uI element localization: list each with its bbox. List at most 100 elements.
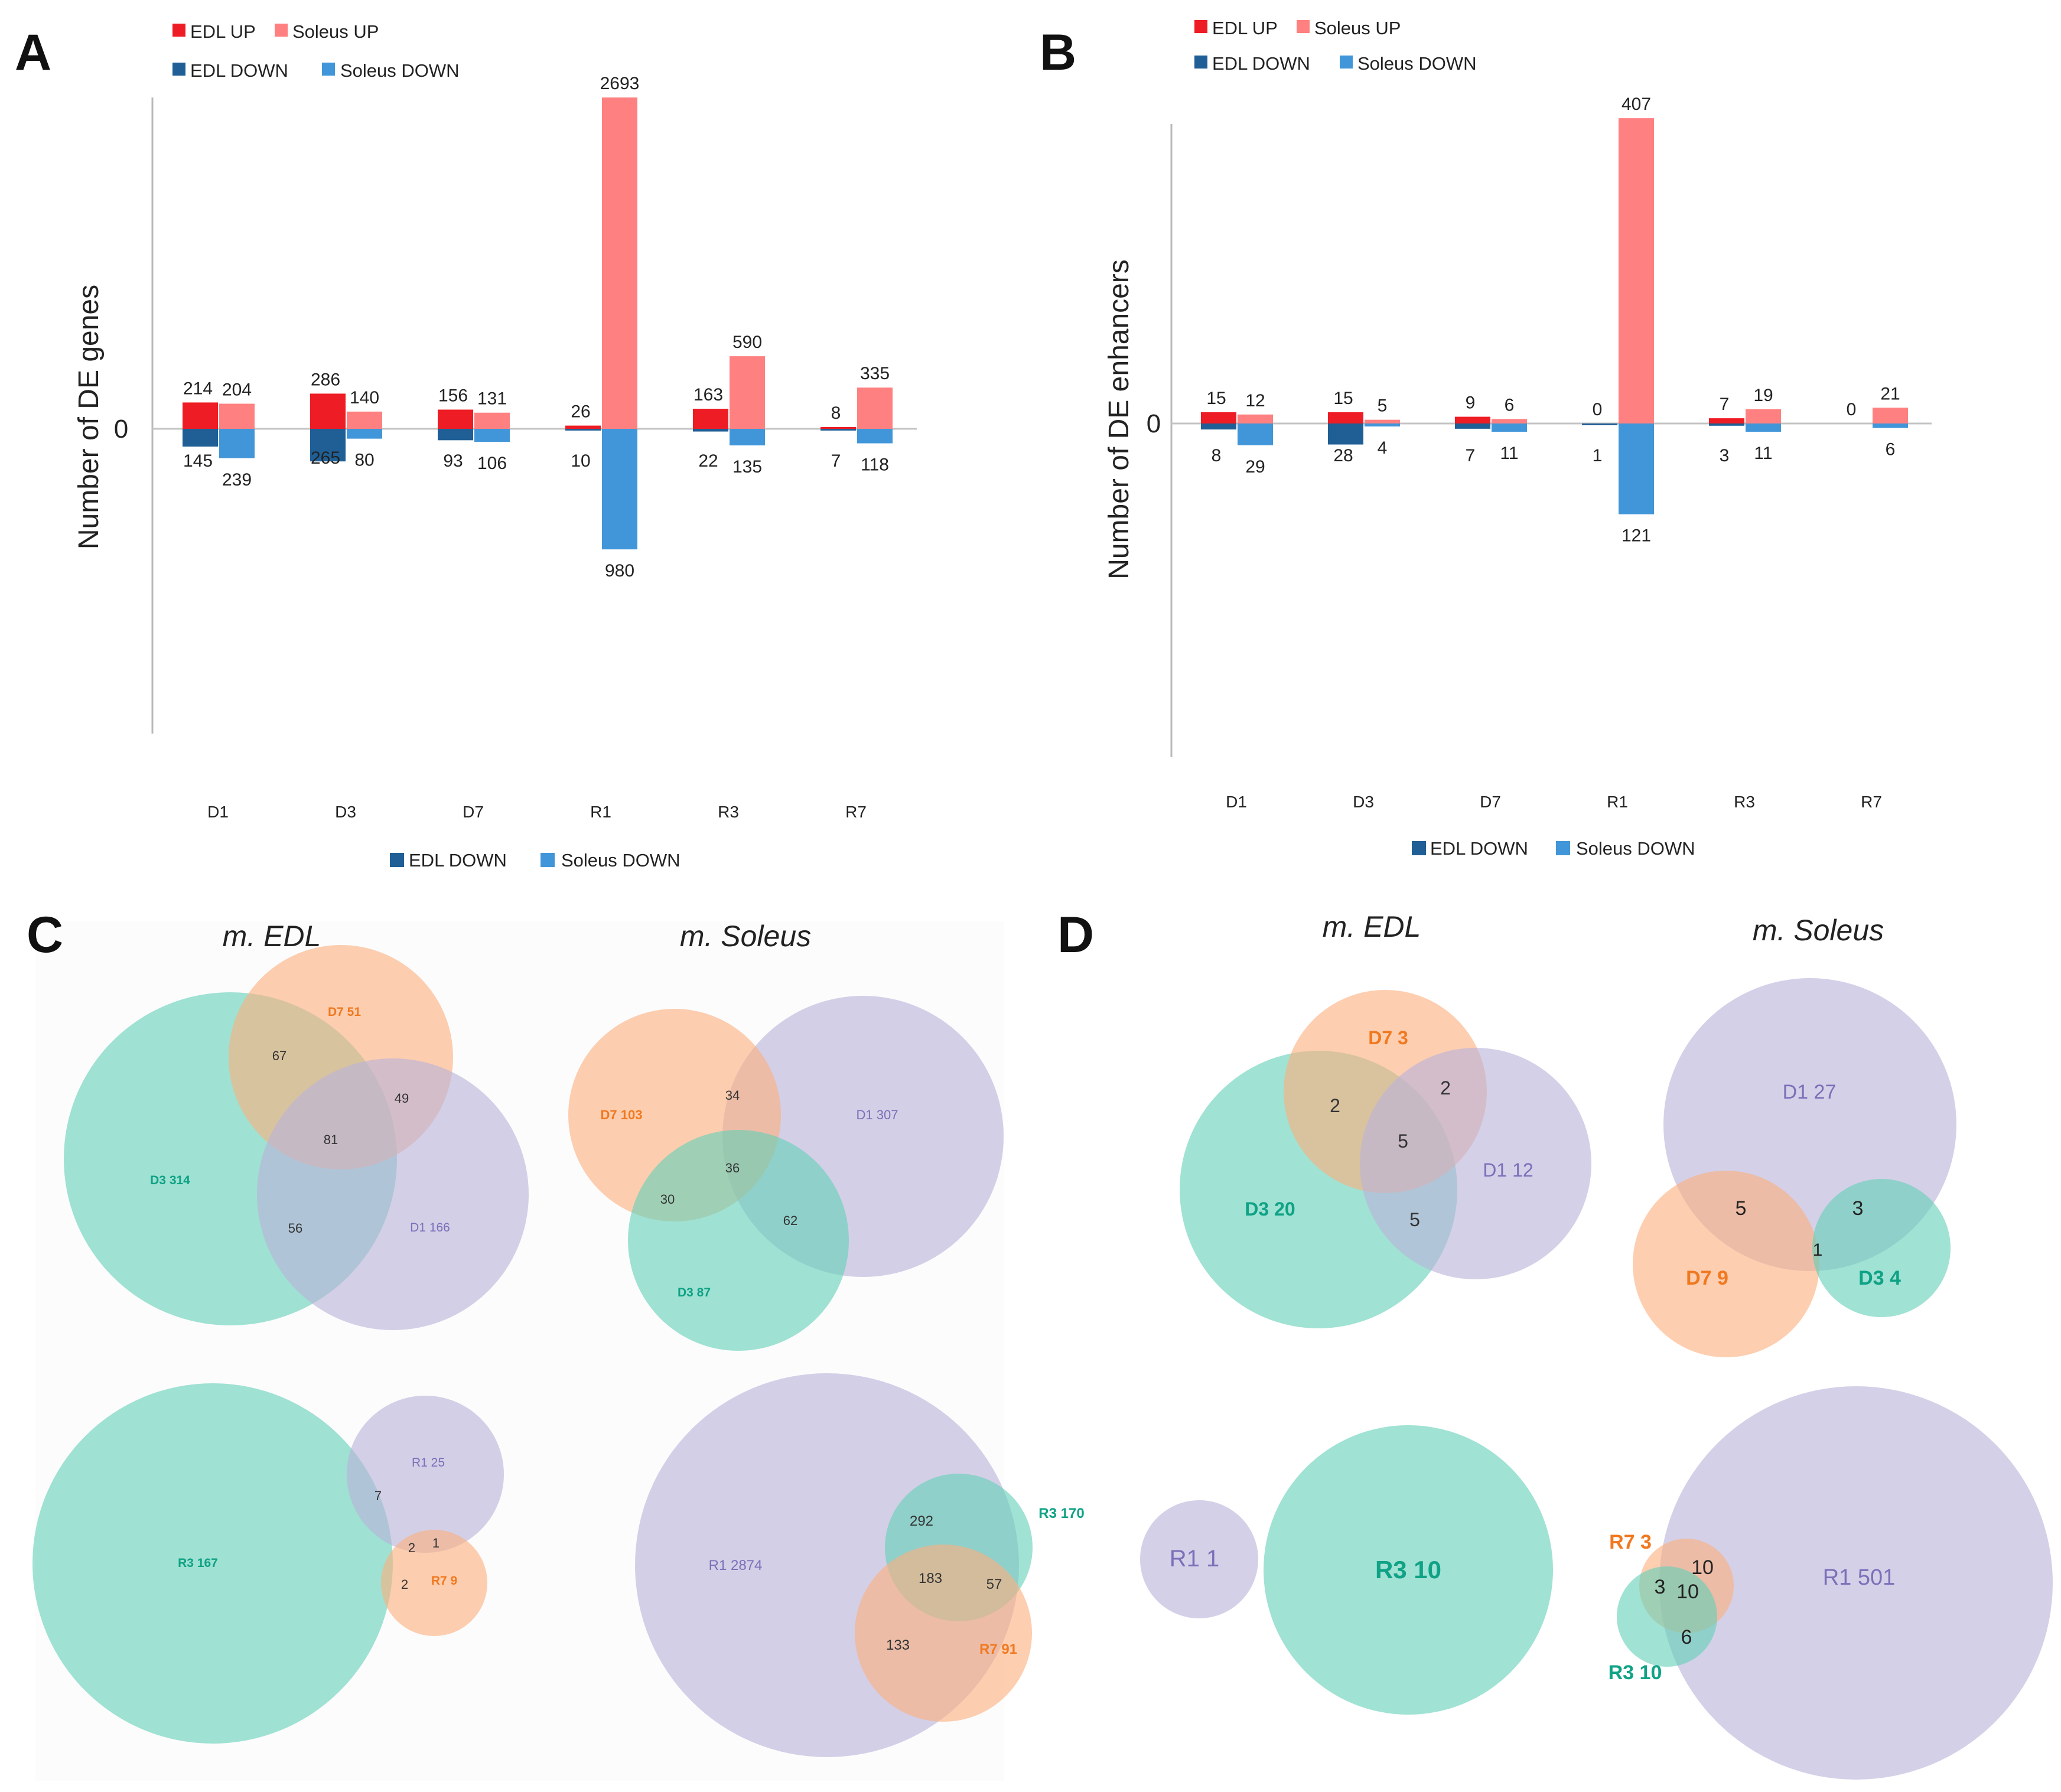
panel-a: A EDL UP Soleus UP EDL DOWN Soleus DOWN …: [15, 21, 917, 871]
legend-label-edl-up-b: EDL UP: [1212, 18, 1278, 38]
data-label-soleus-up-r3: 19: [1753, 386, 1773, 405]
venn-circle-r7: [381, 1530, 487, 1636]
venn-label-d1: D1 307: [857, 1107, 898, 1122]
venn-circle-d3: [1812, 1179, 1951, 1317]
legend-swatch-soleus-up-b: [1297, 20, 1310, 33]
venn-count: 10: [1691, 1556, 1714, 1579]
legend-bottom-label-soleus-down-b: Soleus DOWN: [1576, 838, 1695, 859]
data-label-soleus-down-r3: 135: [732, 457, 762, 477]
bar-soleus-up-d3: [1365, 419, 1400, 423]
legend-bottom-swatch-soleus-down-b: [1556, 841, 1570, 855]
venn-c-soleus-top: D7 103 D1 307 D3 87 34 36 30 62: [568, 996, 1004, 1351]
category-label-r1: R1: [590, 803, 611, 821]
data-label-soleus-down-r7: 118: [861, 455, 889, 475]
venn-label-d3: D3 87: [678, 1286, 711, 1299]
category-label-r7: R7: [1861, 793, 1882, 811]
bar-edl-down-r1: [565, 429, 601, 431]
data-label-soleus-up-r1: 2693: [600, 74, 640, 93]
data-label-edl-down-d1: 8: [1212, 446, 1222, 465]
venn-label-d7: D7 9: [1686, 1267, 1728, 1289]
category-label-d7: D7: [463, 803, 484, 821]
data-label-soleus-up-r7: 335: [860, 364, 890, 383]
legend-label-edl-down-b: EDL DOWN: [1212, 53, 1310, 74]
panel-letter-d: D: [1057, 907, 1094, 963]
data-label-soleus-down-d7: 11: [1500, 444, 1518, 463]
data-label-soleus-down-d3: 4: [1378, 438, 1388, 458]
data-label-soleus-up-d3: 140: [350, 388, 379, 408]
legend-swatch-soleus-down-b: [1340, 56, 1353, 69]
legend-bottom-b: EDL DOWN Soleus DOWN: [1412, 838, 1695, 859]
venn-title-c-soleus: m. Soleus: [680, 920, 811, 953]
bar-edl-down-r3: [693, 429, 728, 432]
venn-label-r1: R1 501: [1823, 1565, 1896, 1590]
data-label-edl-up-d1: 15: [1206, 389, 1226, 408]
venn-label-d7: D7 103: [601, 1107, 643, 1122]
bar-edl-down-r7: [821, 429, 856, 431]
data-label-soleus-up-d1: 12: [1245, 391, 1265, 410]
legend-bottom-label-edl-down: EDL DOWN: [409, 850, 507, 871]
legend-bottom-label-soleus-down: Soleus DOWN: [561, 850, 681, 871]
data-label-soleus-down-d3: 80: [354, 451, 374, 470]
bar-soleus-down-d7: [1492, 423, 1527, 432]
venn-count: 6: [1681, 1626, 1692, 1648]
venn-label-r7: R7 3: [1609, 1531, 1652, 1553]
bar-soleus-up-r7: [1873, 408, 1908, 423]
category-label-d1: D1: [207, 803, 229, 821]
data-label-soleus-down-r7: 6: [1886, 440, 1896, 460]
data-label-soleus-up-r1: 407: [1622, 95, 1651, 114]
data-label-soleus-up-d7: 131: [477, 389, 507, 409]
data-label-soleus-up-r3: 590: [732, 333, 762, 352]
legend-label-soleus-up: Soleus UP: [292, 21, 379, 42]
bar-soleus-down-r7: [857, 429, 893, 444]
legend-label-soleus-down: Soleus DOWN: [340, 60, 460, 81]
venn-label-r1: R1 2874: [709, 1558, 763, 1573]
zero-label-b: 0: [1147, 409, 1161, 438]
data-label-soleus-down-r1: 980: [605, 561, 634, 581]
venn-title-d-soleus: m. Soleus: [1753, 914, 1884, 947]
bars-a: 214 204 145 239 286 140 265 80 156 131 93 106 26 2693…: [183, 74, 893, 581]
panel-letter-c: C: [27, 907, 63, 963]
bar-edl-down-d3: [1328, 423, 1363, 445]
venn-circle-r1: [347, 1396, 504, 1553]
legend-swatch-soleus-up: [275, 24, 288, 37]
bar-soleus-up-r1: [602, 97, 637, 429]
venn-label-r3: R3 10: [1375, 1556, 1441, 1584]
bar-soleus-down-d3: [1365, 423, 1400, 427]
venn-circle-d7: [1633, 1171, 1819, 1357]
venn-label-r7: R7 9: [431, 1574, 457, 1588]
category-label-d3: D3: [335, 803, 356, 821]
bar-soleus-down-r3: [1746, 423, 1781, 432]
bar-soleus-down-r3: [730, 429, 765, 446]
category-labels-a: D1 D3 D7 R1 R3 R7: [207, 803, 867, 821]
venn-label-d1: D1 12: [1483, 1159, 1533, 1181]
bar-edl-up-d3: [310, 393, 346, 429]
venn-count: 1: [1813, 1240, 1823, 1260]
venn-count: 5: [1409, 1209, 1420, 1230]
venn-label-r1: R1 1: [1170, 1546, 1220, 1572]
bars-b: 15 12 8 29 15 5 28 4 9 6 7 11 0 407 1 121 7 19 3 11 0 21 6: [1201, 95, 1908, 546]
venn-count: 3: [1655, 1576, 1666, 1598]
venn-d-edl-bottom: R1 1 R3 10: [1140, 1425, 1553, 1715]
venn-count: 133: [886, 1637, 910, 1653]
data-label-edl-up-r7: 0: [1847, 400, 1857, 419]
bar-edl-down-d3: [310, 429, 346, 462]
venn-count: 62: [783, 1213, 797, 1228]
category-label-r1: R1: [1607, 793, 1628, 811]
data-label-edl-down-d3: 28: [1333, 446, 1353, 465]
legend-bottom-swatch-edl-down: [390, 853, 404, 867]
legend-bottom-label-edl-down-b: EDL DOWN: [1430, 838, 1528, 859]
venn-title-c-edl: m. EDL: [223, 920, 321, 953]
venn-label-r3: R3 10: [1609, 1661, 1662, 1684]
zero-label-a: 0: [114, 415, 128, 444]
bar-soleus-up-d1: [1238, 414, 1273, 423]
data-label-edl-up-r3: 163: [693, 385, 723, 405]
bar-soleus-down-d7: [474, 429, 510, 442]
venn-label-d1: D1 166: [410, 1221, 450, 1234]
data-label-edl-down-d7: 93: [443, 451, 463, 471]
bar-soleus-up-d3: [347, 411, 382, 429]
venn-circle-r3: [1617, 1566, 1717, 1667]
panel-letter-a: A: [15, 24, 51, 81]
venn-count: 2: [1330, 1095, 1340, 1116]
legend-swatch-edl-up-b: [1194, 20, 1207, 33]
